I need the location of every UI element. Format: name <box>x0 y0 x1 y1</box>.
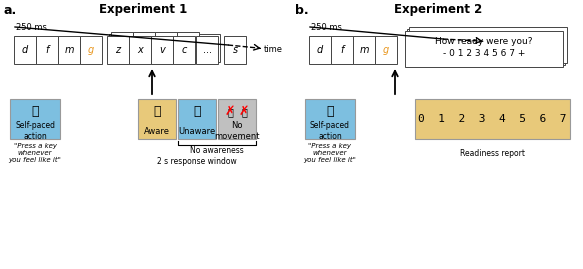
Text: 👇: 👇 <box>241 107 247 117</box>
Bar <box>196 36 218 64</box>
Text: 👇: 👇 <box>153 105 161 118</box>
Text: v: v <box>159 45 165 55</box>
Text: No
movement: No movement <box>214 121 260 141</box>
Bar <box>309 36 331 64</box>
Text: 👇: 👇 <box>193 105 201 118</box>
Text: Aware: Aware <box>144 126 170 136</box>
Bar <box>405 31 563 67</box>
Text: 👇: 👇 <box>227 107 233 117</box>
Bar <box>173 36 195 64</box>
Text: - 0 1 2 3 4 5 6 7 +: - 0 1 2 3 4 5 6 7 + <box>443 49 525 58</box>
Text: ✗: ✗ <box>225 105 236 118</box>
Bar <box>36 36 58 64</box>
Text: 👇: 👇 <box>31 105 38 118</box>
Text: 250 ms: 250 ms <box>16 23 47 32</box>
Text: g: g <box>88 45 94 55</box>
Bar <box>375 36 397 64</box>
Text: ...: ... <box>202 45 212 55</box>
Bar <box>198 34 220 62</box>
Text: 2 s response window: 2 s response window <box>157 157 237 166</box>
Bar <box>111 32 133 60</box>
Bar <box>151 36 173 64</box>
Text: "Press a key
whenever
you feel like it": "Press a key whenever you feel like it" <box>304 143 356 163</box>
Text: b.: b. <box>295 4 308 17</box>
Text: How ready were you?: How ready were you? <box>436 37 533 45</box>
Bar <box>409 27 567 63</box>
Text: m: m <box>359 45 369 55</box>
Text: s: s <box>233 45 237 55</box>
Text: Experiment 1: Experiment 1 <box>99 3 187 16</box>
Bar <box>58 36 80 64</box>
Text: time: time <box>485 37 504 47</box>
Bar <box>305 99 355 139</box>
Bar <box>177 32 199 60</box>
Text: d: d <box>317 45 323 55</box>
Text: g: g <box>383 45 389 55</box>
Bar <box>218 99 256 139</box>
Text: z: z <box>115 45 121 55</box>
Text: Self-paced
action: Self-paced action <box>15 121 55 141</box>
Text: "Press a key
whenever
you feel like it": "Press a key whenever you feel like it" <box>9 143 61 163</box>
Text: Readiness report: Readiness report <box>460 149 525 158</box>
Text: a.: a. <box>4 4 17 17</box>
Text: 👇: 👇 <box>326 105 333 118</box>
Bar <box>14 36 36 64</box>
Bar <box>129 36 151 64</box>
Bar <box>80 36 102 64</box>
Text: c: c <box>181 45 187 55</box>
Bar <box>331 36 353 64</box>
Bar <box>10 99 60 139</box>
Bar <box>155 32 177 60</box>
Text: f: f <box>340 45 344 55</box>
Bar <box>407 29 565 65</box>
Text: Experiment 2: Experiment 2 <box>394 3 482 16</box>
Bar <box>415 99 570 139</box>
Bar <box>109 34 131 62</box>
Bar <box>133 32 155 60</box>
Text: time: time <box>264 44 283 54</box>
Text: f: f <box>45 45 49 55</box>
Text: 250 ms: 250 ms <box>311 23 342 32</box>
Text: d: d <box>22 45 28 55</box>
Text: m: m <box>64 45 74 55</box>
Text: 0  1  2  3  4  5  6  7: 0 1 2 3 4 5 6 7 <box>418 114 567 124</box>
Text: x: x <box>137 45 143 55</box>
Bar <box>353 36 375 64</box>
Bar <box>131 34 153 62</box>
Bar <box>138 99 176 139</box>
Text: No awareness: No awareness <box>190 146 244 155</box>
Text: Unaware: Unaware <box>178 126 216 136</box>
Bar <box>153 34 175 62</box>
Text: ✗: ✗ <box>239 105 250 118</box>
Bar <box>178 99 216 139</box>
Text: Self-paced
action: Self-paced action <box>310 121 350 141</box>
Bar <box>224 36 246 64</box>
Bar <box>107 36 129 64</box>
Bar <box>175 34 197 62</box>
